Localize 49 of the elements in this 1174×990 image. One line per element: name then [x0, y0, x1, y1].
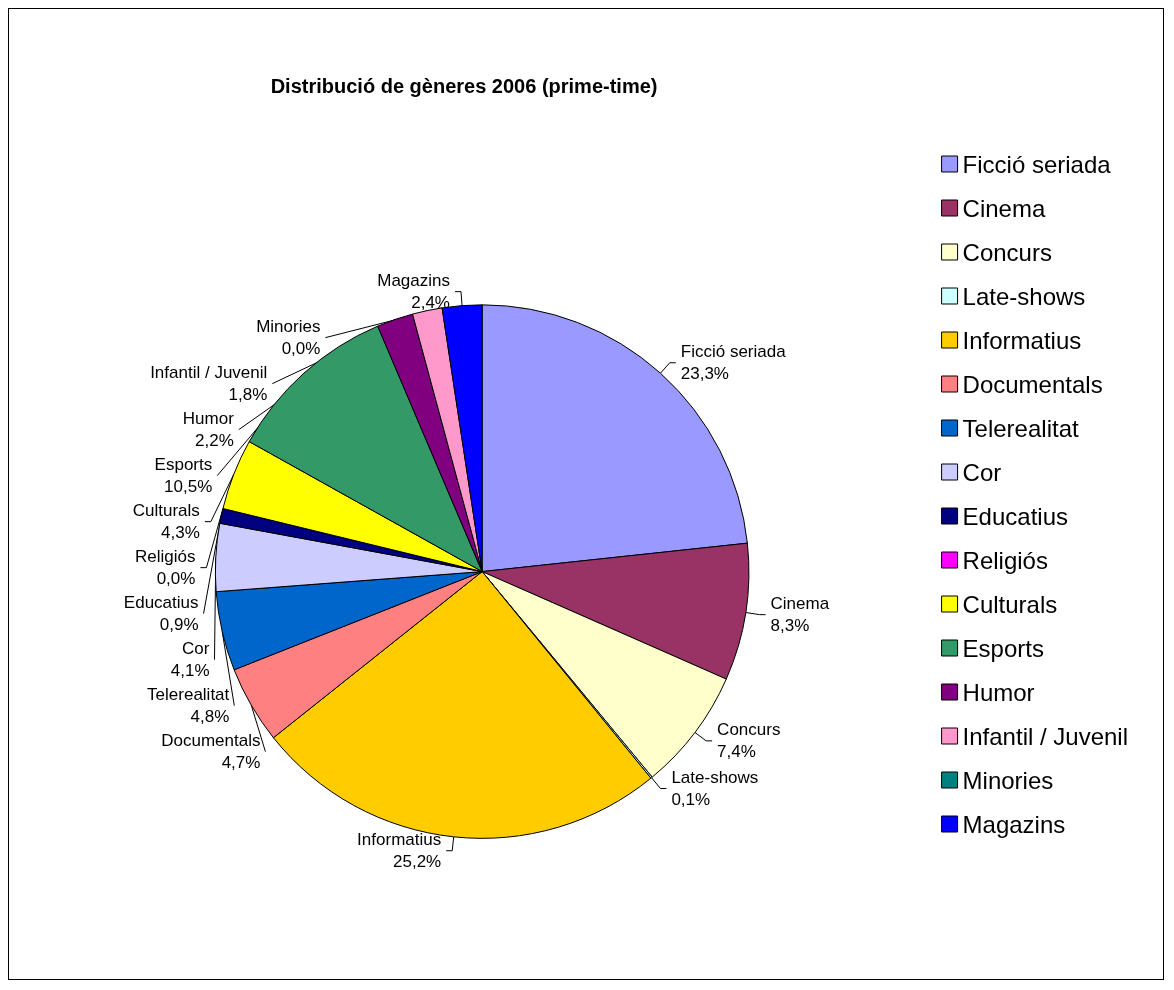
data-label: 4,8%: [190, 707, 230, 727]
category-label: Religiós: [134, 547, 196, 567]
legend-label: Magazins: [962, 810, 1066, 838]
data-label: 4,1%: [170, 661, 210, 681]
legend-label: Esports: [962, 634, 1044, 662]
data-label: 1,8%: [228, 385, 268, 405]
legend-label: Late-shows: [962, 282, 1086, 310]
data-label: 4,7%: [221, 753, 261, 773]
legend-label: Minories: [962, 766, 1054, 794]
slice-label: Magazins: [377, 271, 450, 291]
chart-title: Distribució de gèneres 2006 (prime-time): [270, 75, 658, 97]
data-label: 0,1%: [671, 789, 711, 809]
legend-label: Culturals: [962, 590, 1058, 618]
legend-label: Concurs: [962, 238, 1052, 266]
slice-label: Ficció seriada: [680, 342, 787, 362]
data-label: 2,4%: [411, 293, 450, 313]
legend-label: Cinema: [962, 194, 1046, 222]
slice-label: Documentals: [161, 731, 261, 751]
slice-label: Cor: [182, 639, 210, 659]
legend-label: Infantil / Juvenil: [962, 722, 1128, 750]
slice-label: Culturals: [132, 501, 200, 521]
slice-label: Informatius: [357, 830, 442, 850]
legend-label: Informatius: [962, 326, 1082, 354]
legend-label: Documentals: [962, 370, 1103, 398]
slice-label: Infantil / Juvenil: [150, 363, 268, 383]
data-label: 8,3%: [770, 616, 810, 636]
slice-label: Cinema: [770, 594, 830, 614]
legend-label: Educatius: [962, 502, 1068, 530]
slice-label: Educatius: [123, 593, 199, 613]
slice-label: Esports: [154, 455, 213, 475]
data-label: 0,9%: [159, 615, 199, 635]
slice-label: Concurs: [717, 720, 781, 740]
legend-label: Ficció seriada: [962, 150, 1112, 178]
legend-label: Telerealitat: [962, 414, 1079, 442]
slice-label: Humor: [182, 409, 235, 429]
data-label: 25,2%: [393, 852, 442, 872]
legend-label: Cor: [962, 458, 1002, 486]
legend-label: Religiós: [962, 546, 1048, 574]
category-label: Minories: [256, 317, 321, 337]
text: 0,0%: [156, 569, 196, 589]
data-label: 2,2%: [195, 431, 234, 451]
data-label: 4,3%: [161, 523, 200, 543]
slice-label: Late-shows: [671, 767, 759, 787]
text: 0,0%: [281, 339, 321, 359]
slice-label: Telerealitat: [147, 685, 230, 705]
data-label: 7,4%: [717, 742, 756, 762]
data-label: 23,3%: [680, 364, 729, 384]
data-label: 10,5%: [164, 477, 213, 497]
legend-label: Humor: [962, 678, 1035, 706]
